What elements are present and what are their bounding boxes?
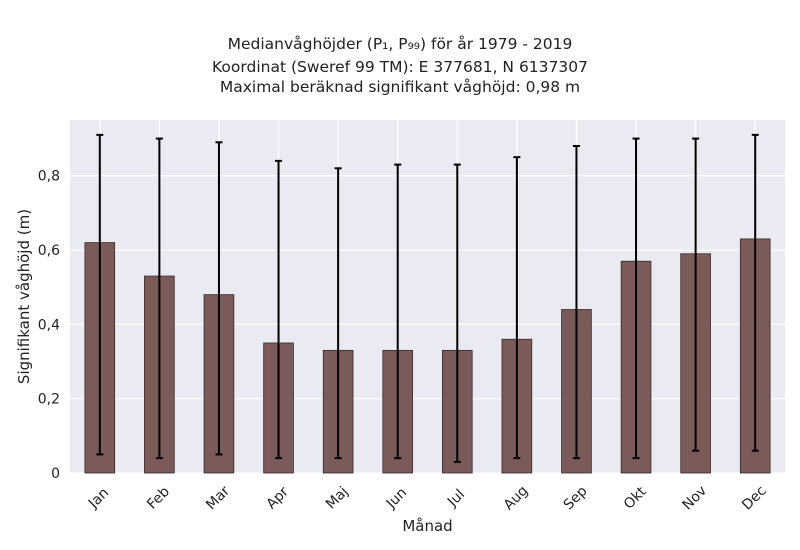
errorbar-mar <box>215 141 223 456</box>
errorbar-nov <box>692 137 700 452</box>
x-tick-label: Okt <box>621 483 650 512</box>
errorbar-apr <box>275 159 283 460</box>
errorbar-jun <box>394 163 402 460</box>
y-tick-label: 0 <box>51 466 60 482</box>
errorbar-layer <box>96 133 759 463</box>
errorbar-feb <box>155 137 163 460</box>
x-tick-label: Feb <box>144 484 173 513</box>
chart-title-line-2: Koordinat (Sweref 99 TM): E 377681, N 61… <box>212 58 588 76</box>
x-tick-label: Apr <box>263 484 292 513</box>
errorbar-jan <box>96 133 104 456</box>
x-tick-label: Jan <box>85 485 112 512</box>
x-tick-label: Maj <box>323 484 352 513</box>
x-tick-label: Mar <box>203 483 233 513</box>
errorbar-aug <box>513 156 521 460</box>
y-tick-label: 0,6 <box>38 243 60 259</box>
x-tick-label: Dec <box>739 483 769 513</box>
y-tick-label: 0,8 <box>38 169 60 185</box>
errorbar-jul <box>453 163 461 463</box>
errorbar-dec <box>751 133 759 452</box>
x-tick-label: Aug <box>501 483 532 514</box>
x-tick-label: Nov <box>679 483 710 514</box>
x-tick-label: Jun <box>383 485 410 512</box>
y-axis-label: Signifikant våghöjd (m) <box>15 209 33 384</box>
errorbar-maj <box>334 167 342 460</box>
plot-area <box>70 120 785 473</box>
errorbar-sep <box>572 145 580 460</box>
x-tick-label: Sep <box>561 483 591 513</box>
y-tick-label: 0,2 <box>38 392 60 408</box>
chart-title-line-1: Medianvåghöjder (P₁, P₉₉) för år 1979 - … <box>227 35 573 53</box>
x-axis-label: Månad <box>402 517 452 535</box>
x-tick-label: Jul <box>444 487 468 511</box>
y-tick-label: 0,4 <box>38 317 60 333</box>
chart-title-line-3: Maximal beräknad signifikant våghöjd: 0,… <box>219 78 581 96</box>
errorbar-okt <box>632 137 640 460</box>
